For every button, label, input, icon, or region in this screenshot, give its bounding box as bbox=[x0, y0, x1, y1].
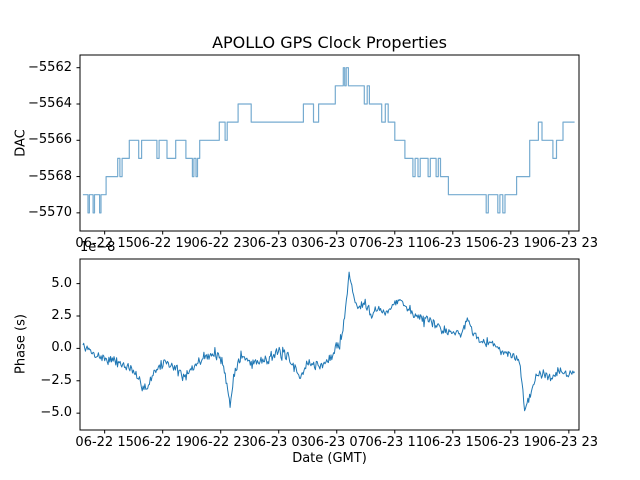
x-tick-label: 06-22 19 bbox=[133, 236, 192, 251]
x-tick-label: 06-23 07 bbox=[307, 435, 366, 450]
figure-title: APOLLO GPS Clock Properties bbox=[212, 33, 447, 52]
x-tick-label: 06-23 15 bbox=[423, 236, 483, 251]
x-tick-label: 06-22 23 bbox=[191, 435, 250, 450]
phase-series bbox=[82, 271, 575, 412]
y-tick-label: −5566 bbox=[28, 132, 72, 148]
x-tick-label: 06-22 19 bbox=[133, 435, 192, 450]
y-tick-label: −5570 bbox=[28, 204, 72, 220]
x-tick-label: 06-22 15 bbox=[75, 435, 134, 450]
x-tick-label: 06-22 23 bbox=[191, 236, 250, 251]
axes-spine bbox=[79, 258, 580, 431]
y-tick-label: −5568 bbox=[28, 168, 72, 184]
x-tick-label: 06-22 15 bbox=[75, 236, 134, 251]
dac-step-series bbox=[82, 67, 575, 214]
y-tick-label: −5562 bbox=[28, 59, 72, 75]
axes-spine bbox=[79, 54, 580, 232]
y-tick-label: 5.0 bbox=[51, 275, 72, 291]
y-tick-label: −2.5 bbox=[40, 372, 72, 388]
y-axis-offset-text: 1e−8 bbox=[80, 240, 116, 255]
x-axis-label: Date (GMT) bbox=[292, 451, 367, 466]
x-tick-label: 06-23 19 bbox=[481, 236, 541, 251]
x-tick-label: 06-23 23 bbox=[539, 435, 599, 450]
x-tick-label: 06-23 19 bbox=[481, 435, 541, 450]
x-tick-label: 06-23 23 bbox=[539, 236, 599, 251]
y-tick-label: 0.0 bbox=[51, 340, 72, 356]
x-tick-label: 06-23 15 bbox=[423, 435, 483, 450]
x-tick-label: 06-23 11 bbox=[365, 236, 424, 251]
x-tick-label: 06-23 03 bbox=[249, 435, 308, 450]
x-tick-label: 06-23 03 bbox=[249, 236, 308, 251]
y-tick-label: −5564 bbox=[28, 95, 72, 111]
x-tick-label: 06-23 11 bbox=[365, 435, 424, 450]
y-tick-label: −5.0 bbox=[40, 405, 72, 421]
y-tick-label: 2.5 bbox=[51, 308, 72, 323]
x-tick-label: 06-23 07 bbox=[307, 236, 366, 251]
